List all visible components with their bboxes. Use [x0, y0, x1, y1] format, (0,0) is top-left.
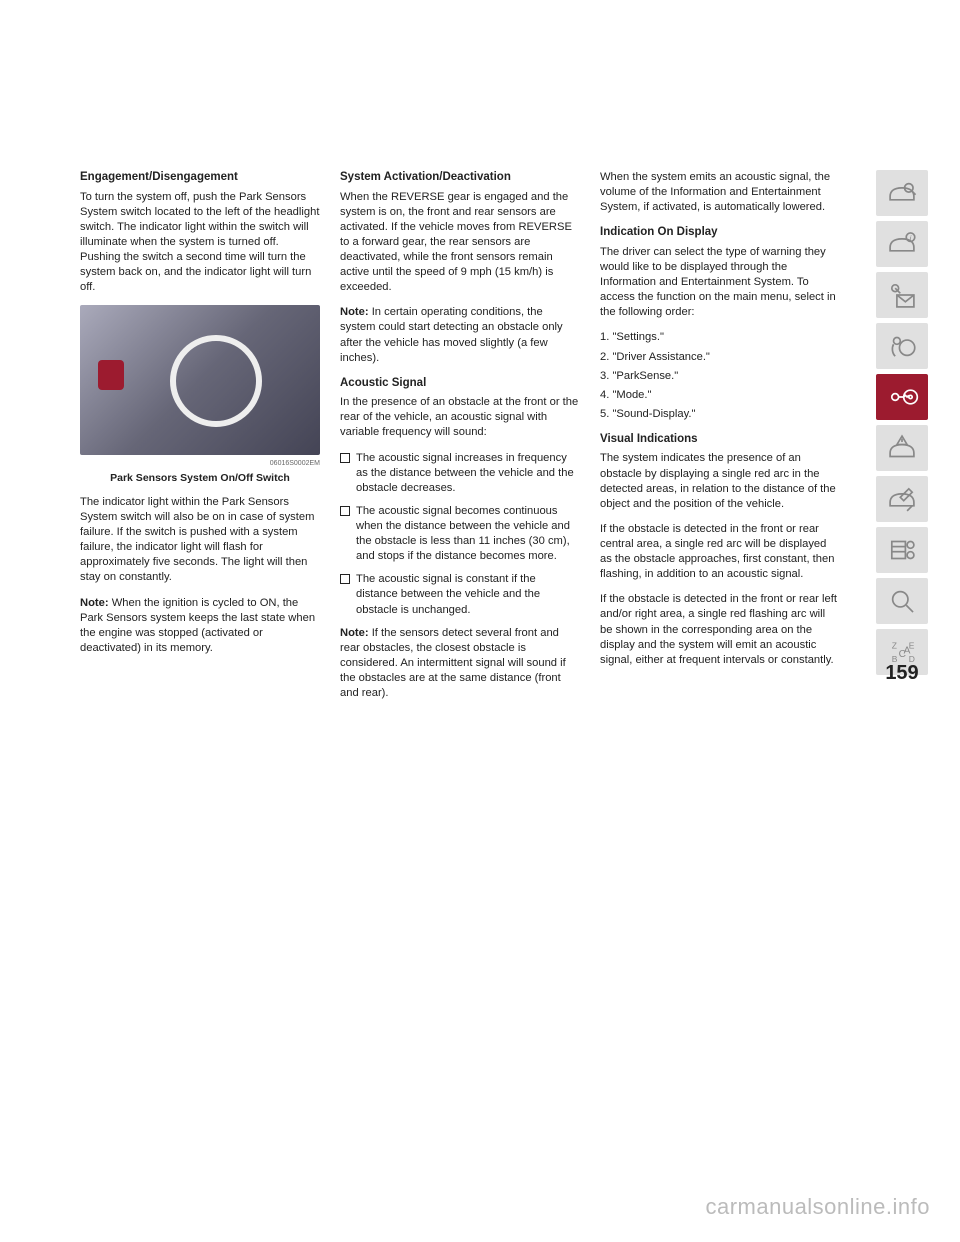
para: The system indicates the presence of an …	[600, 451, 840, 511]
bullet: The acoustic signal becomes continuous w…	[340, 504, 580, 564]
para: When the REVERSE gear is engaged and the…	[340, 190, 580, 296]
tab-search-icon[interactable]	[876, 578, 928, 624]
tab-vehicle-info-icon[interactable]: i	[876, 221, 928, 267]
para: To turn the system off, push the Park Se…	[80, 190, 320, 296]
heading-display: Indication On Display	[600, 225, 840, 241]
column-1: Engagement/Disengagement To turn the sys…	[80, 170, 320, 711]
tab-key-steering-icon[interactable]	[876, 374, 928, 420]
svg-text:A: A	[904, 646, 911, 657]
image-caption: Park Sensors System On/Off Switch	[80, 471, 320, 485]
sidebar-tabs: i ZBEDCA	[876, 170, 928, 675]
column-3: When the system emits an acoustic signal…	[600, 170, 840, 711]
heading-visual: Visual Indications	[600, 432, 840, 448]
switch-photo	[80, 305, 320, 455]
note: Note: In certain operating conditions, t…	[340, 305, 580, 365]
step: 2. "Driver Assistance."	[600, 350, 840, 365]
note: Note: When the ignition is cycled to ON,…	[80, 596, 320, 656]
svg-text:Z: Z	[892, 641, 897, 651]
tab-warning-icon[interactable]	[876, 425, 928, 471]
para: The indicator light within the Park Sens…	[80, 495, 320, 586]
image-code: 06016S0002EM	[80, 459, 320, 468]
bullet: The acoustic signal increases in frequen…	[340, 451, 580, 496]
step: 3. "ParkSense."	[600, 369, 840, 384]
step: 5. "Sound-Display."	[600, 407, 840, 422]
tab-airbag-icon[interactable]	[876, 323, 928, 369]
watermark: carmanualsonline.info	[705, 1194, 930, 1220]
square-bullet-icon	[340, 506, 350, 516]
para: When the system emits an acoustic signal…	[600, 170, 840, 215]
heading-activation: System Activation/Deactivation	[340, 170, 580, 186]
menu-steps: 1. "Settings." 2. "Driver Assistance." 3…	[600, 330, 840, 422]
tab-vehicle-search-icon[interactable]	[876, 170, 928, 216]
para: In the presence of an obstacle at the fr…	[340, 395, 580, 440]
page-number: 159	[876, 662, 928, 685]
para: If the obstacle is detected in the front…	[600, 522, 840, 582]
heading-acoustic: Acoustic Signal	[340, 376, 580, 392]
tab-service-icon[interactable]	[876, 476, 928, 522]
step: 4. "Mode."	[600, 388, 840, 403]
svg-text:i: i	[910, 234, 912, 243]
heading-engagement: Engagement/Disengagement	[80, 170, 320, 186]
tab-mail-icon[interactable]	[876, 272, 928, 318]
para: The driver can select the type of warnin…	[600, 245, 840, 321]
tab-settings-icon[interactable]	[876, 527, 928, 573]
bullet: The acoustic signal is constant if the d…	[340, 572, 580, 617]
column-2: System Activation/Deactivation When the …	[340, 170, 580, 711]
step: 1. "Settings."	[600, 330, 840, 345]
square-bullet-icon	[340, 453, 350, 463]
para: If the obstacle is detected in the front…	[600, 592, 840, 668]
square-bullet-icon	[340, 574, 350, 584]
note: Note: If the sensors detect several fron…	[340, 626, 580, 702]
